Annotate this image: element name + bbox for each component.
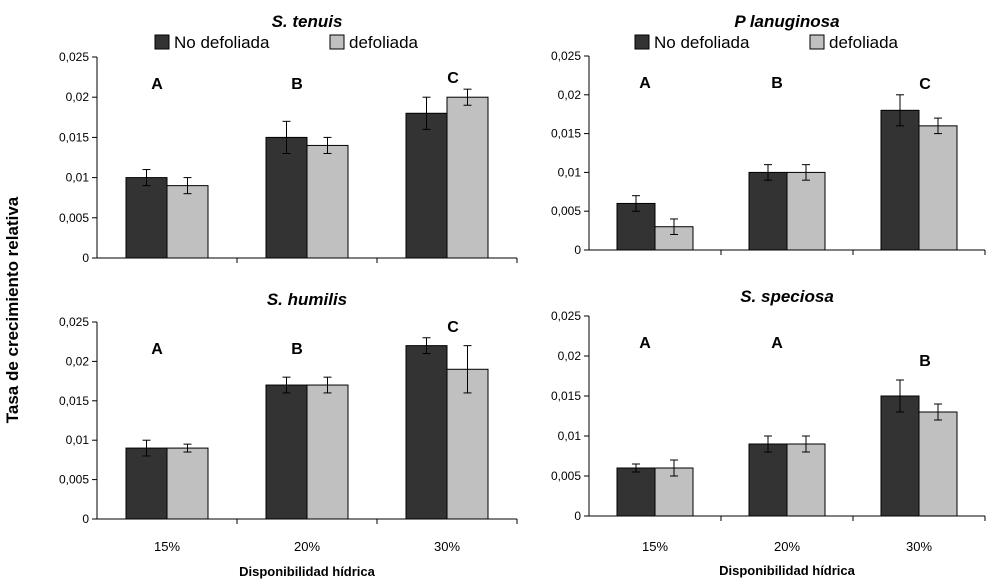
legend-label: defoliada [829, 33, 899, 52]
legend-swatch [634, 34, 650, 50]
significance-letter: B [291, 341, 303, 358]
bar [166, 447, 209, 520]
y-axis-title: Tasa de crecimiento relativa [3, 196, 22, 423]
bar [616, 467, 656, 517]
significance-letter: C [447, 70, 459, 87]
panel-title: S. humilis [267, 290, 347, 309]
significance-letter: C [447, 319, 459, 336]
bar [125, 177, 168, 259]
y-tick-label: 0,015 [551, 389, 581, 403]
significance-letter: B [291, 76, 303, 93]
y-tick-label: 0,025 [551, 49, 581, 63]
bar [748, 171, 788, 251]
y-tick-label: 0 [82, 251, 89, 265]
bar [786, 443, 826, 517]
y-tick-label: 0,01 [66, 433, 90, 447]
bar [166, 185, 209, 259]
y-tick-label: 0 [574, 509, 581, 523]
y-tick-label: 0,02 [66, 90, 90, 104]
bar [880, 109, 920, 251]
x-tick-label: 30% [906, 539, 932, 554]
bar [125, 447, 168, 520]
y-tick-label: 0,025 [59, 50, 89, 64]
x-tick-label: 20% [294, 539, 320, 554]
y-tick-label: 0,015 [59, 130, 89, 144]
y-tick-label: 0,02 [66, 354, 90, 368]
x-axis-title: Disponibilidad hídrica [719, 563, 856, 578]
y-tick-label: 0,025 [59, 315, 89, 329]
y-tick-label: 0,005 [59, 473, 89, 487]
chart-panel-2: S. humilis 0 0,005 0,01 0,015 0,02 0,025 A 15% B 2… [59, 290, 518, 579]
y-tick-label: 0 [82, 512, 89, 526]
y-tick-label: 0,005 [551, 204, 581, 218]
legend-swatch [329, 34, 345, 50]
significance-letter: A [771, 335, 783, 352]
y-tick-label: 0,015 [59, 394, 89, 408]
y-tick-label: 0,01 [66, 171, 90, 185]
bar [265, 384, 308, 520]
bar [748, 443, 788, 517]
y-tick-label: 0,005 [59, 211, 89, 225]
x-tick-label: 20% [774, 539, 800, 554]
legend-label: No defoliada [654, 33, 750, 52]
legend-label: defoliada [349, 33, 419, 52]
significance-letter: A [151, 76, 163, 93]
bar [405, 112, 448, 259]
chart-panel-3: S. speciosa 0 0,005 0,01 0,015 0,02 0,025 A 15% A… [551, 287, 986, 578]
bar [446, 96, 489, 259]
significance-letter: A [151, 341, 163, 358]
bar [405, 345, 448, 520]
x-axis-title: Disponibilidad hídrica [239, 564, 376, 579]
bar [918, 411, 958, 517]
panel-title: S. tenuis [272, 12, 343, 31]
panel-title: P lanuginosa [734, 12, 839, 31]
significance-letter: A [639, 335, 651, 352]
legend-label: No defoliada [174, 33, 270, 52]
x-tick-label: 15% [154, 539, 180, 554]
bar [786, 171, 826, 251]
y-tick-label: 0 [574, 243, 581, 257]
bar [446, 368, 489, 520]
y-tick-label: 0,025 [551, 309, 581, 323]
legend-swatch [809, 34, 825, 50]
bar [918, 125, 958, 251]
chart-panel-1: P lanuginosa No defoliada defoliada 0 0,005 0… [551, 12, 986, 257]
x-tick-label: 30% [434, 539, 460, 554]
y-tick-label: 0,01 [558, 165, 582, 179]
y-tick-label: 0,02 [558, 349, 582, 363]
bar [880, 395, 920, 517]
significance-letter: A [639, 75, 651, 92]
bar [265, 136, 308, 259]
significance-letter: B [771, 75, 783, 92]
y-tick-label: 0,02 [558, 88, 582, 102]
y-tick-label: 0,015 [551, 127, 581, 141]
x-tick-label: 15% [642, 539, 668, 554]
bar [306, 144, 349, 259]
legend-swatch [154, 34, 170, 50]
y-tick-label: 0,01 [558, 429, 582, 443]
significance-letter: B [919, 353, 931, 370]
panel-title: S. speciosa [740, 287, 834, 306]
y-tick-label: 0,005 [551, 469, 581, 483]
bar [306, 384, 349, 520]
significance-letter: C [919, 76, 931, 93]
